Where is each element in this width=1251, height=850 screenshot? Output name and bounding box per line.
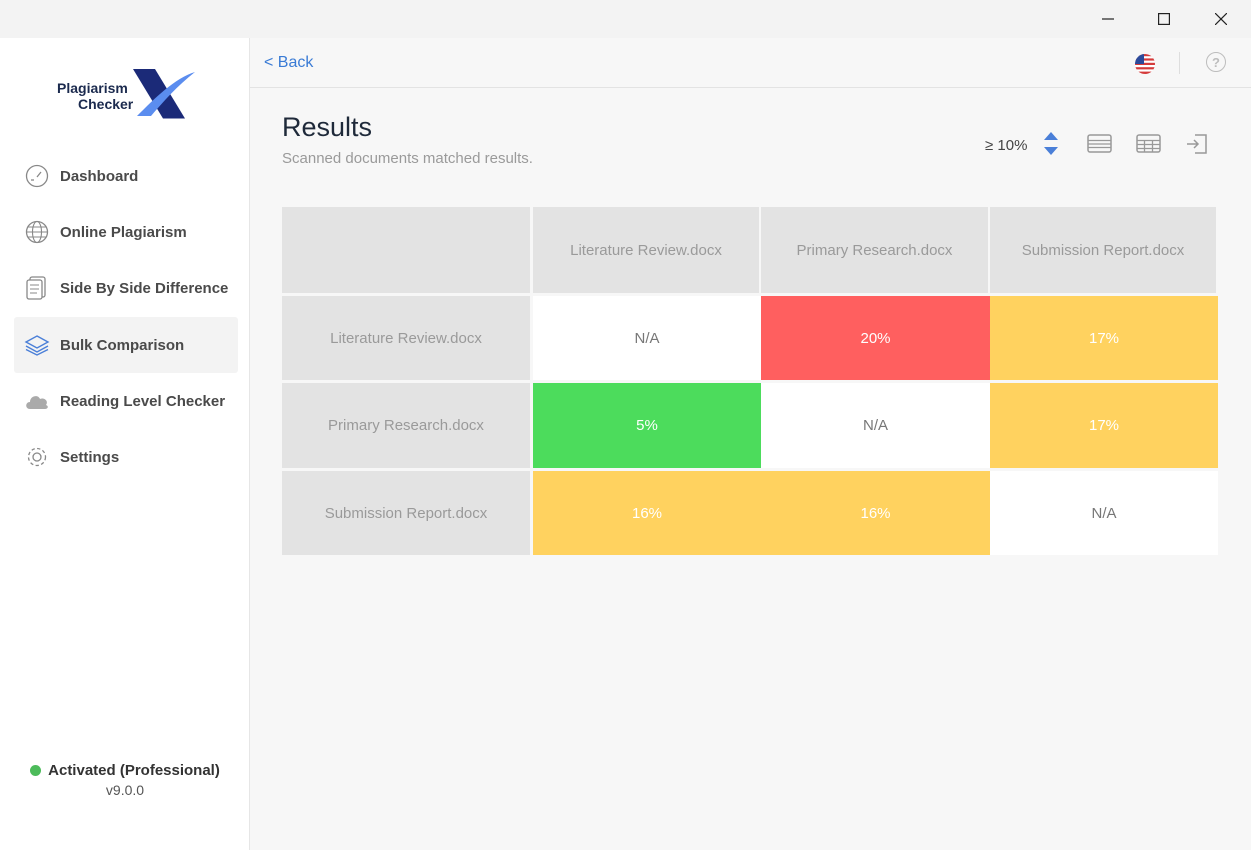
sidebar-item-label: Dashboard <box>60 167 139 185</box>
sidebar-item-side-by-side[interactable]: Side By Side Difference <box>14 260 238 316</box>
match-cell[interactable]: 17% <box>990 383 1218 468</box>
help-icon[interactable]: ? <box>1206 52 1226 72</box>
document-icon <box>24 275 50 301</box>
sidebar-item-label: Online Plagiarism <box>60 223 187 241</box>
close-button[interactable] <box>1198 0 1244 38</box>
sidebar-item-label: Side By Side Difference <box>60 279 229 297</box>
chevron-up-icon <box>1044 132 1058 140</box>
app-logo: Plagiarism Checker <box>55 68 200 120</box>
sidebar-item-reading-level[interactable]: Reading Level Checker <box>14 373 238 429</box>
maximize-button[interactable] <box>1141 0 1187 38</box>
sidebar-item-label: Settings <box>60 448 120 466</box>
status-dot-icon <box>30 765 42 776</box>
row-header: Literature Review.docx <box>282 296 530 380</box>
column-header: Submission Report.docx <box>990 207 1216 293</box>
back-link[interactable]: < Back <box>264 54 314 71</box>
chevron-down-icon <box>1044 147 1058 155</box>
match-cell[interactable]: 16% <box>533 471 761 555</box>
threshold-value: ≥ 10% <box>985 137 1028 154</box>
layers-icon <box>24 332 50 358</box>
match-cell[interactable]: 16% <box>761 471 990 555</box>
row-header: Primary Research.docx <box>282 383 530 468</box>
sidebar-item-settings[interactable]: Settings <box>14 429 238 485</box>
title-bar <box>0 0 1251 38</box>
table-cell: N/A <box>990 471 1218 555</box>
table-cell: N/A <box>761 383 990 468</box>
list-icon <box>1087 134 1112 153</box>
version-label: v9.0.0 <box>105 782 145 798</box>
maximize-icon <box>1158 13 1170 25</box>
cloud-icon <box>24 388 50 414</box>
export-icon <box>1187 134 1207 154</box>
column-header: Literature Review.docx <box>533 207 759 293</box>
table-corner-cell <box>282 207 530 293</box>
close-icon <box>1215 13 1227 25</box>
logo-text-plagiarism: Plagiarism <box>57 80 128 96</box>
match-cell[interactable]: 5% <box>533 383 761 468</box>
logo-x-mark <box>133 69 195 119</box>
column-header: Primary Research.docx <box>761 207 988 293</box>
page-title: Results <box>282 112 373 142</box>
sidebar-item-label: Bulk Comparison <box>60 336 185 354</box>
header-divider <box>1179 52 1180 74</box>
row-header: Submission Report.docx <box>282 471 530 555</box>
threshold-stepper[interactable] <box>1042 131 1060 157</box>
page-subtitle: Scanned documents matched results. <box>282 150 533 167</box>
minimize-icon <box>1102 18 1114 20</box>
main-header: < Back ? <box>250 38 1251 88</box>
grid-view-button[interactable] <box>1135 132 1163 156</box>
globe-icon <box>24 219 50 245</box>
table-cell: N/A <box>533 296 761 380</box>
sidebar-item-bulk-comparison[interactable]: Bulk Comparison <box>14 317 238 373</box>
dashboard-gauge-icon <box>24 163 50 189</box>
sidebar-item-label: Reading Level Checker <box>60 392 226 410</box>
us-flag-icon[interactable] <box>1135 54 1155 74</box>
minimize-button[interactable] <box>1085 0 1131 38</box>
activation-status: Activated (Professional) v9.0.0 <box>0 762 250 798</box>
list-view-button[interactable] <box>1086 132 1114 156</box>
logo-text-checker: Checker <box>78 96 134 112</box>
match-cell[interactable]: 17% <box>990 296 1218 380</box>
table-grid-icon <box>1136 134 1161 153</box>
match-cell[interactable]: 20% <box>761 296 990 380</box>
export-button[interactable] <box>1183 132 1211 156</box>
gear-icon <box>24 444 50 470</box>
sidebar: Plagiarism Checker Dashboard Online Plag… <box>0 38 250 850</box>
sidebar-item-dashboard[interactable]: Dashboard <box>14 148 238 204</box>
sidebar-item-online-plagiarism[interactable]: Online Plagiarism <box>14 204 238 260</box>
status-label: Activated (Professional) <box>48 762 220 779</box>
